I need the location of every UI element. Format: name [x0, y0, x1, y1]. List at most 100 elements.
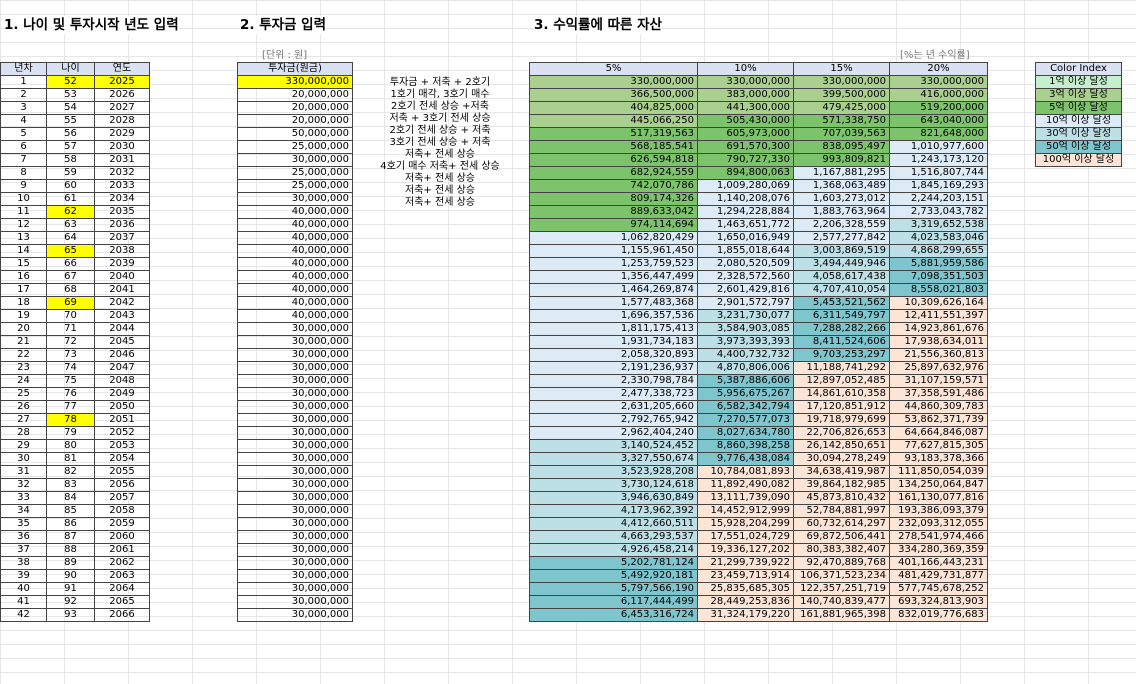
- cell-investment[interactable]: 40,000,000: [237, 270, 353, 284]
- cell-investment[interactable]: 40,000,000: [237, 231, 353, 245]
- cell-investment[interactable]: 40,000,000: [237, 296, 353, 310]
- cell-investment[interactable]: 30,000,000: [237, 595, 353, 609]
- cell-year[interactable]: 2035: [94, 205, 150, 219]
- cell-year[interactable]: 2046: [94, 348, 150, 362]
- cell-age[interactable]: 66: [46, 257, 95, 271]
- cell-age[interactable]: 52: [46, 75, 95, 89]
- cell-investment[interactable]: 30,000,000: [237, 374, 353, 388]
- cell-age[interactable]: 64: [46, 231, 95, 245]
- cell-year[interactable]: 2041: [94, 283, 150, 297]
- cell-year[interactable]: 2027: [94, 101, 150, 115]
- cell-investment[interactable]: 30,000,000: [237, 478, 353, 492]
- cell-year[interactable]: 2055: [94, 465, 150, 479]
- cell-age[interactable]: 91: [46, 582, 95, 596]
- cell-age[interactable]: 93: [46, 608, 95, 622]
- cell-age[interactable]: 65: [46, 244, 95, 258]
- cell-year[interactable]: 2047: [94, 361, 150, 375]
- cell-investment[interactable]: 50,000,000: [237, 127, 353, 141]
- cell-age[interactable]: 80: [46, 439, 95, 453]
- cell-year[interactable]: 2029: [94, 127, 150, 141]
- cell-investment[interactable]: 20,000,000: [237, 88, 353, 102]
- cell-age[interactable]: 69: [46, 296, 95, 310]
- cell-investment[interactable]: 30,000,000: [237, 517, 353, 531]
- cell-age[interactable]: 76: [46, 387, 95, 401]
- cell-year[interactable]: 2050: [94, 400, 150, 414]
- cell-year[interactable]: 2026: [94, 88, 150, 102]
- cell-age[interactable]: 68: [46, 283, 95, 297]
- cell-investment[interactable]: 30,000,000: [237, 192, 353, 206]
- cell-year[interactable]: 2064: [94, 582, 150, 596]
- cell-investment[interactable]: 20,000,000: [237, 101, 353, 115]
- cell-year[interactable]: 2061: [94, 543, 150, 557]
- cell-age[interactable]: 75: [46, 374, 95, 388]
- cell-year[interactable]: 2038: [94, 244, 150, 258]
- cell-age[interactable]: 83: [46, 478, 95, 492]
- cell-age[interactable]: 72: [46, 335, 95, 349]
- cell-year[interactable]: 2063: [94, 569, 150, 583]
- cell-investment[interactable]: 30,000,000: [237, 335, 353, 349]
- cell-age[interactable]: 81: [46, 452, 95, 466]
- cell-year[interactable]: 2057: [94, 491, 150, 505]
- cell-age[interactable]: 55: [46, 114, 95, 128]
- cell-investment[interactable]: 25,000,000: [237, 140, 353, 154]
- cell-investment[interactable]: 30,000,000: [237, 387, 353, 401]
- cell-age[interactable]: 61: [46, 192, 95, 206]
- cell-age[interactable]: 58: [46, 153, 95, 167]
- cell-year[interactable]: 2028: [94, 114, 150, 128]
- cell-year[interactable]: 2065: [94, 595, 150, 609]
- cell-age[interactable]: 57: [46, 140, 95, 154]
- cell-age[interactable]: 53: [46, 88, 95, 102]
- cell-investment[interactable]: 30,000,000: [237, 452, 353, 466]
- cell-year[interactable]: 2030: [94, 140, 150, 154]
- cell-year[interactable]: 2033: [94, 179, 150, 193]
- cell-investment[interactable]: 40,000,000: [237, 218, 353, 232]
- cell-age[interactable]: 77: [46, 400, 95, 414]
- cell-age[interactable]: 90: [46, 569, 95, 583]
- cell-age[interactable]: 74: [46, 361, 95, 375]
- cell-investment[interactable]: 30,000,000: [237, 530, 353, 544]
- cell-age[interactable]: 73: [46, 348, 95, 362]
- cell-age[interactable]: 84: [46, 491, 95, 505]
- cell-age[interactable]: 88: [46, 543, 95, 557]
- cell-investment[interactable]: 30,000,000: [237, 582, 353, 596]
- cell-investment[interactable]: 25,000,000: [237, 166, 353, 180]
- cell-age[interactable]: 60: [46, 179, 95, 193]
- cell-year[interactable]: 2062: [94, 556, 150, 570]
- cell-investment[interactable]: 40,000,000: [237, 283, 353, 297]
- cell-age[interactable]: 71: [46, 322, 95, 336]
- cell-age[interactable]: 67: [46, 270, 95, 284]
- cell-investment[interactable]: 40,000,000: [237, 205, 353, 219]
- cell-age[interactable]: 56: [46, 127, 95, 141]
- cell-investment[interactable]: 40,000,000: [237, 244, 353, 258]
- cell-age[interactable]: 70: [46, 309, 95, 323]
- cell-investment[interactable]: 30,000,000: [237, 608, 353, 622]
- cell-age[interactable]: 54: [46, 101, 95, 115]
- cell-year[interactable]: 2060: [94, 530, 150, 544]
- cell-age[interactable]: 78: [46, 413, 95, 427]
- cell-year[interactable]: 2045: [94, 335, 150, 349]
- cell-investment[interactable]: 30,000,000: [237, 543, 353, 557]
- cell-investment[interactable]: 40,000,000: [237, 257, 353, 271]
- cell-age[interactable]: 85: [46, 504, 95, 518]
- cell-age[interactable]: 79: [46, 426, 95, 440]
- cell-investment[interactable]: 40,000,000: [237, 309, 353, 323]
- cell-year[interactable]: 2052: [94, 426, 150, 440]
- cell-investment[interactable]: 30,000,000: [237, 413, 353, 427]
- cell-investment[interactable]: 25,000,000: [237, 179, 353, 193]
- cell-year[interactable]: 2037: [94, 231, 150, 245]
- cell-year[interactable]: 2051: [94, 413, 150, 427]
- cell-year[interactable]: 2066: [94, 608, 150, 622]
- cell-year[interactable]: 2039: [94, 257, 150, 271]
- cell-year[interactable]: 2025: [94, 75, 150, 89]
- cell-age[interactable]: 92: [46, 595, 95, 609]
- cell-investment[interactable]: 30,000,000: [237, 491, 353, 505]
- cell-year[interactable]: 2056: [94, 478, 150, 492]
- cell-investment[interactable]: 30,000,000: [237, 361, 353, 375]
- cell-investment[interactable]: 30,000,000: [237, 400, 353, 414]
- cell-investment[interactable]: 30,000,000: [237, 153, 353, 167]
- cell-age[interactable]: 89: [46, 556, 95, 570]
- cell-investment[interactable]: 30,000,000: [237, 504, 353, 518]
- cell-age[interactable]: 59: [46, 166, 95, 180]
- cell-age[interactable]: 63: [46, 218, 95, 232]
- cell-age[interactable]: 82: [46, 465, 95, 479]
